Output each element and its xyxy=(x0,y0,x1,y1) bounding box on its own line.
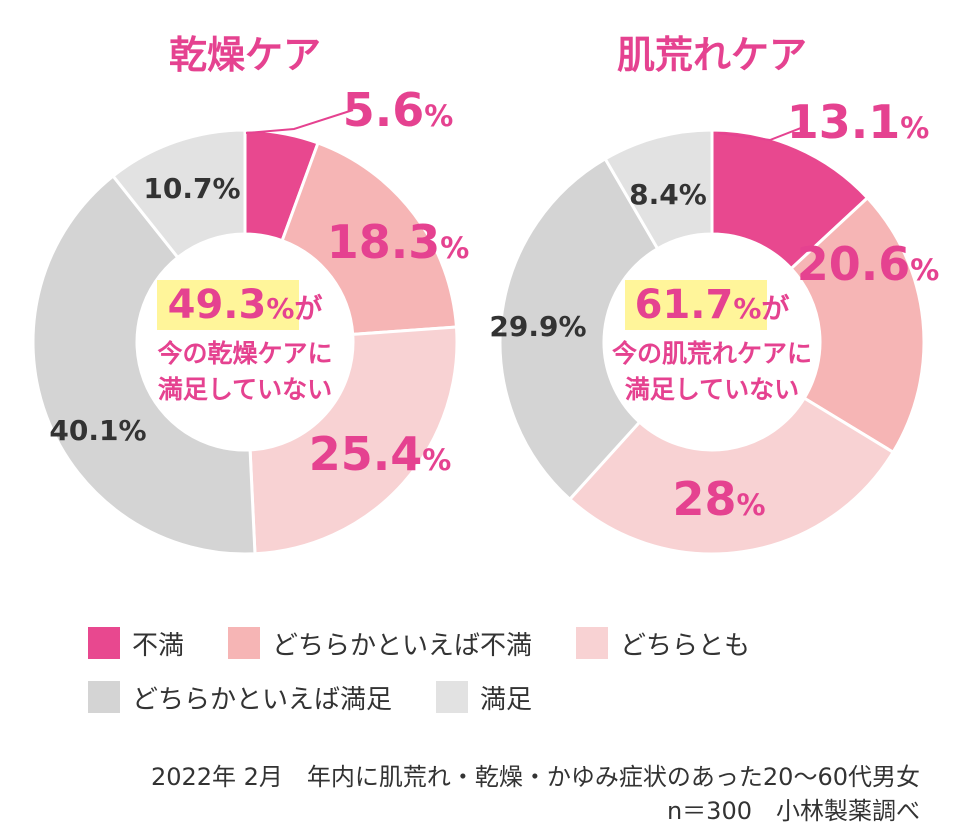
legend-item-manzoku: 満足 xyxy=(436,679,532,716)
slice-manzoku xyxy=(603,128,714,251)
legend-label-manzoku: 満足 xyxy=(480,684,533,715)
center-headline: 61.7%が xyxy=(635,282,790,328)
legend-swatch-dochiraka-fuman xyxy=(228,627,261,659)
legend-row-2: どちらかといえば満足 満足 xyxy=(88,679,576,716)
legend-item-dochiratomo: どちらとも xyxy=(576,625,750,662)
legend-swatch-manzoku xyxy=(436,681,469,713)
center-line-2: 今の乾燥ケアに xyxy=(157,339,332,368)
leader-line xyxy=(717,125,807,142)
slice-dochiraka-fuman xyxy=(280,141,459,336)
legend-swatch-dochiraka-manzoku xyxy=(88,681,120,713)
chart-rough-skin-care: 肌荒れケア 13.1% 20.6% 28% 29.9% 8.4% 61.7%が今の肌荒れケア… xyxy=(489,33,940,556)
source-line-1: 2022年 2月 年内に肌荒れ・乾燥・かゆみ症状のあった20〜60代男女 xyxy=(150,763,920,791)
legend-swatch-dochiratomo xyxy=(576,627,609,659)
legend-item-fuman: 不満 xyxy=(88,625,184,662)
data-label-dochiraka-manzoku: 29.9% xyxy=(489,310,586,343)
data-label-fuman: 5.6% xyxy=(343,83,454,137)
slice-dochiraka-fuman xyxy=(789,195,926,455)
center-headline: 49.3%が xyxy=(168,282,323,328)
legend-item-dochiraka-fuman: どちらかといえば不満 xyxy=(228,625,532,662)
data-label-dochiraka-fuman: 18.3% xyxy=(327,215,470,269)
center-line-3: 満足していない xyxy=(625,375,799,404)
center-line-2: 今の肌荒れケアに xyxy=(612,339,812,368)
legend-item-dochiraka-manzoku: どちらかといえば満足 xyxy=(88,679,392,716)
legend-label-dochiraka-fuman: どちらかといえば不満 xyxy=(272,630,533,661)
donut-charts: 乾燥ケア 5.6% 18.3% 25.4% 40.1% 10.7% 49.3%が今の乾燥ケア… xyxy=(31,33,940,556)
chart-title: 肌荒れケア xyxy=(617,33,807,77)
data-label-dochiratomo: 28% xyxy=(672,472,765,526)
data-label-dochiratomo: 25.4% xyxy=(309,427,452,481)
slice-dochiraka-manzoku xyxy=(31,173,257,556)
source-note: 2022年 2月 年内に肌荒れ・乾燥・かゆみ症状のあった20〜60代男女 n＝3… xyxy=(151,760,920,828)
data-label-manzoku: 8.4% xyxy=(629,178,707,211)
data-label-manzoku: 10.7% xyxy=(143,172,240,205)
data-label-fuman: 13.1% xyxy=(787,95,930,149)
leader-line xyxy=(245,109,354,134)
data-label-dochiraka-manzoku: 40.1% xyxy=(49,414,146,447)
slice-dochiratomo xyxy=(248,325,459,556)
chart-dryness-care: 乾燥ケア 5.6% 18.3% 25.4% 40.1% 10.7% 49.3%が今の乾燥ケア… xyxy=(31,33,470,556)
legend-label-dochiraka-manzoku: どちらかといえば満足 xyxy=(132,684,393,715)
legend-swatch-fuman xyxy=(88,627,120,659)
legend-label-dochiratomo: どちらとも xyxy=(620,630,751,661)
chart-title: 乾燥ケア xyxy=(169,33,321,77)
data-label-dochiraka-fuman: 20.6% xyxy=(797,237,940,291)
legend-row-1: 不満 どちらかといえば不満 どちらとも xyxy=(88,625,794,662)
legend-label-fuman: 不満 xyxy=(132,630,185,661)
center-line-3: 満足していない xyxy=(158,375,332,404)
slice-manzoku xyxy=(110,128,247,260)
slice-dochiraka-manzoku xyxy=(498,156,660,502)
center-highlight xyxy=(157,280,299,330)
source-line-2: n＝300 小林製薬調べ xyxy=(666,797,920,825)
slice-dochiratomo xyxy=(567,396,896,556)
center-highlight xyxy=(625,280,767,330)
